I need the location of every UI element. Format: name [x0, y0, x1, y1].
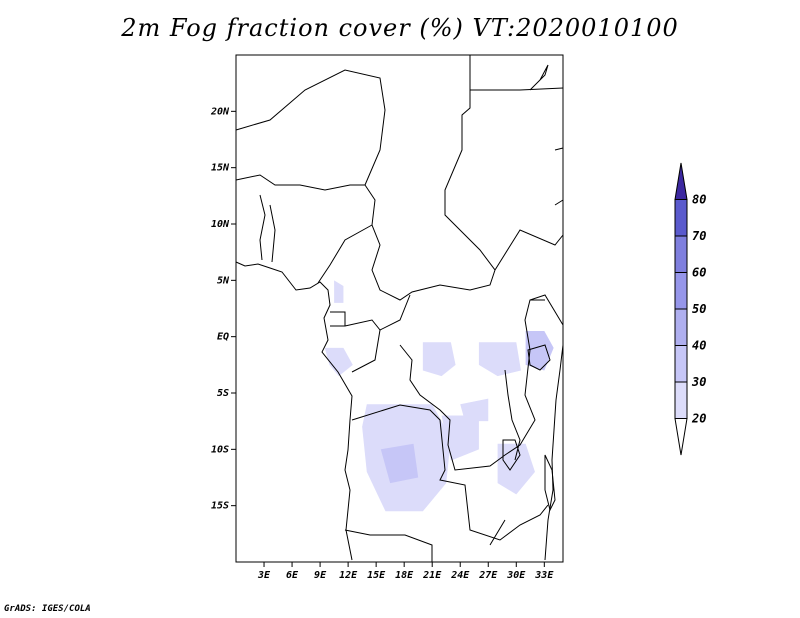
colorbar-segment: [674, 345, 688, 383]
lon-tick-label: 3E: [257, 570, 271, 581]
colorbar-top-arrow: [674, 162, 688, 200]
border-central-3: [317, 224, 373, 284]
lat-tick-label: 5S: [217, 388, 229, 399]
border-red-sea: [529, 64, 549, 91]
lat-tick-label: 10S: [211, 444, 229, 455]
fog-shading: [324, 280, 554, 512]
border-south: [344, 87, 564, 562]
fog-region-7: [441, 415, 479, 461]
lat-tick-label: 15N: [211, 163, 230, 174]
lat-tick-label: 5N: [217, 275, 230, 286]
colorbar-label: 80: [692, 193, 706, 207]
border-east-1: [494, 229, 564, 301]
lat-tick-label: 10N: [211, 219, 230, 230]
lon-tick-label: 33E: [534, 570, 554, 581]
fog-region-3: [478, 342, 521, 377]
colorbar-segment: [674, 381, 688, 419]
lon-tick-label: 18E: [395, 570, 414, 581]
colorbar-segment: [674, 199, 688, 237]
fog-region-2: [422, 342, 456, 377]
latitude-axis: 20N 15N 10N 5N EQ 5S 10S 15S: [210, 106, 236, 512]
colorbar-label: 70: [692, 229, 706, 243]
border-central-1: [235, 174, 365, 191]
fog-region-1: [324, 347, 353, 377]
lat-tick-label: 20N: [210, 106, 230, 117]
colorbar-bottom-arrow: [674, 418, 688, 456]
map-title: 2m Fog fraction cover (%) VT:2020010100: [121, 14, 679, 42]
lon-tick-label: 27E: [478, 570, 498, 581]
lon-tick-label: 24E: [450, 570, 470, 581]
border-east-2: [554, 147, 564, 206]
fog-region-0: [334, 280, 344, 303]
colorbar-segment: [674, 235, 688, 273]
coastline-east: [544, 344, 564, 561]
longitude-axis: 3E 6E 9E 12E 15E 18E 21E 24E 27E 30E 33E: [257, 562, 554, 581]
fog-region-6: [380, 443, 419, 484]
fog-region-9: [460, 398, 489, 422]
lat-tick-label: EQ: [217, 332, 229, 343]
border-central-2: [259, 194, 276, 263]
colorbar-label: 50: [692, 302, 706, 316]
map-frame: [235, 54, 564, 563]
fog-region-4: [525, 331, 554, 371]
border-angola: [351, 404, 549, 541]
lon-tick-label: 30E: [506, 570, 526, 581]
country-borders: [235, 55, 564, 562]
lon-tick-label: 21E: [422, 570, 442, 581]
lat-tick-label: 15S: [211, 501, 229, 512]
colorbar-label: 40: [692, 339, 706, 353]
lon-tick-label: 6E: [286, 570, 299, 581]
colorbar-segment: [674, 308, 688, 346]
coastline-west: [235, 261, 353, 561]
colorbar-label: 60: [692, 266, 706, 280]
border-north: [235, 55, 496, 301]
fog-region-8: [497, 443, 535, 495]
lon-tick-label: 12E: [339, 570, 358, 581]
colorbar: 20 30 40 50 60 70 80: [674, 162, 706, 456]
colorbar-label: 20: [691, 412, 706, 426]
grads-credit: GrADS: IGES/COLA: [4, 604, 91, 614]
border-congo: [379, 294, 564, 471]
colorbar-label: 30: [691, 375, 706, 389]
lon-tick-label: 15E: [367, 570, 386, 581]
lon-tick-label: 9E: [314, 570, 327, 581]
colorbar-segment: [674, 272, 688, 310]
border-lakes: [502, 344, 556, 512]
